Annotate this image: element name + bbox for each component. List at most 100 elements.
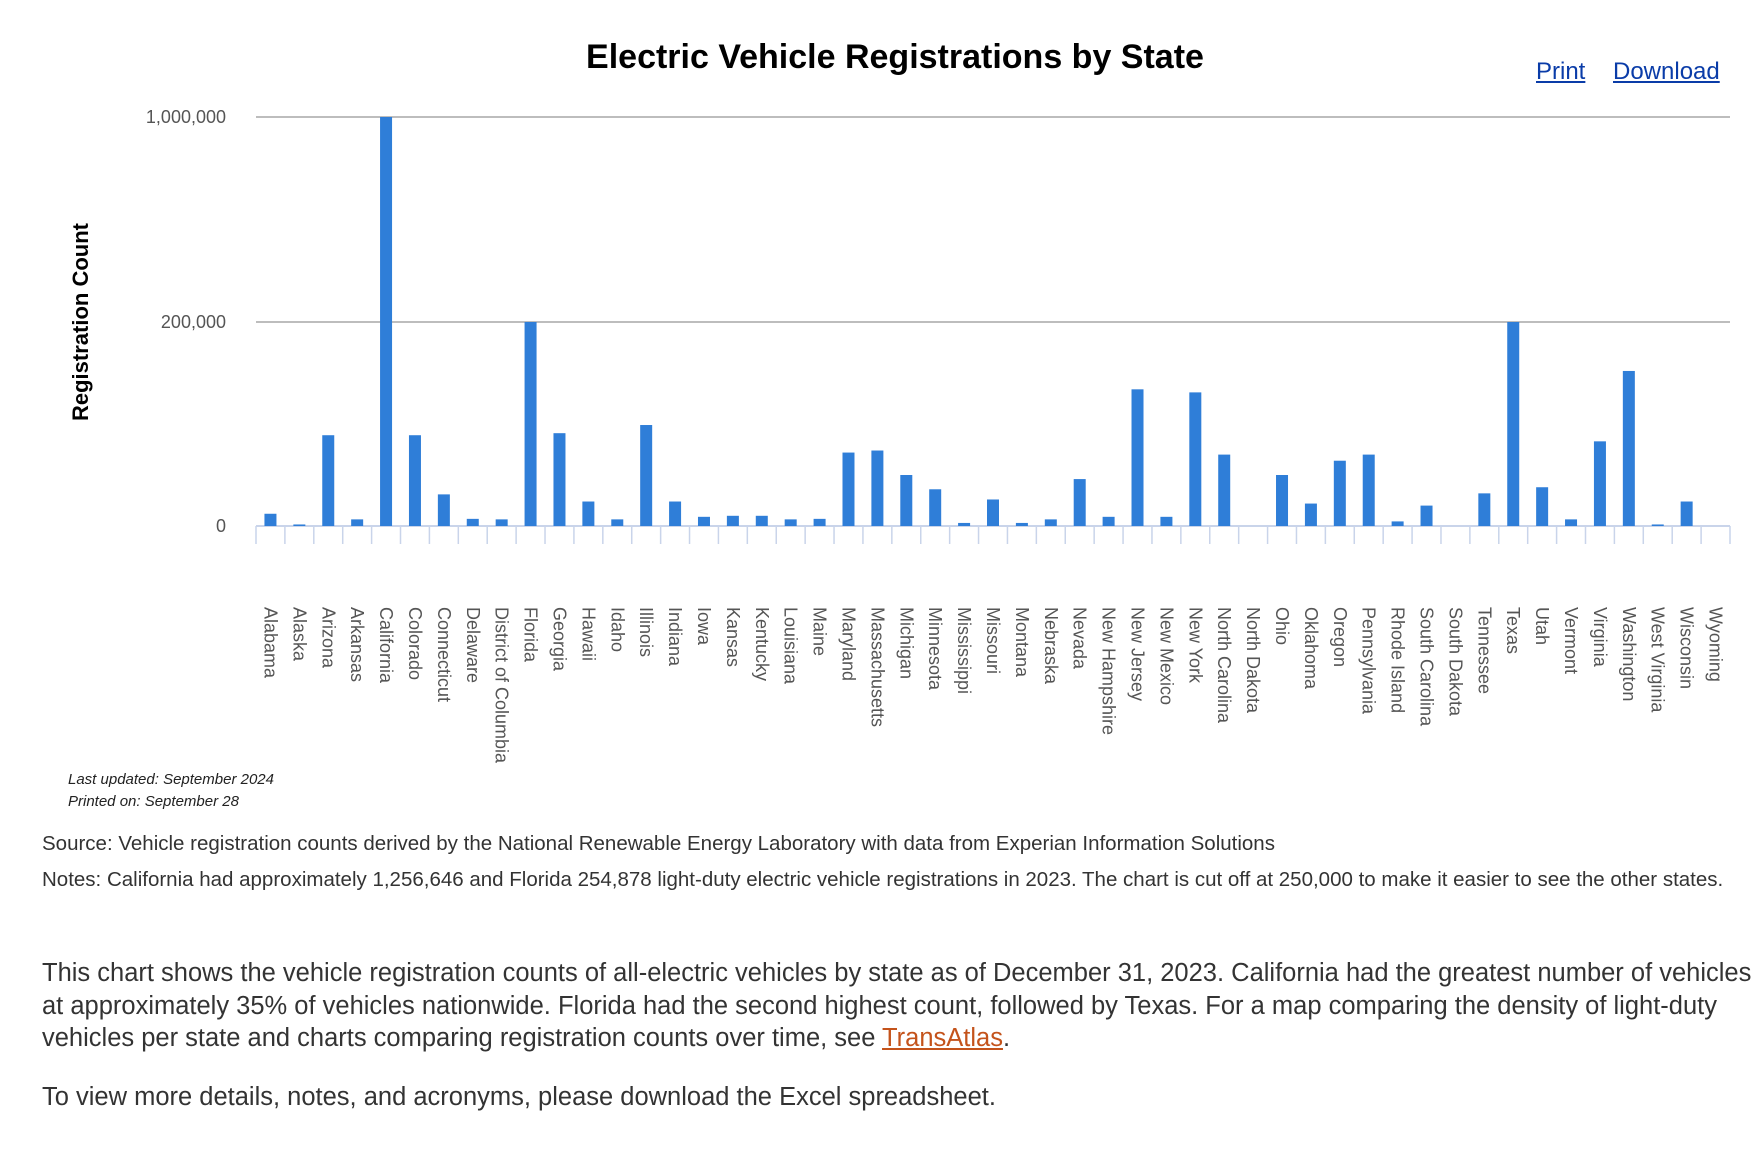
bar-kentucky — [755, 515, 768, 526]
printed-on: Printed on: September 28 — [68, 793, 239, 810]
bars — [264, 117, 1693, 526]
x-tick-label: Oklahoma — [1301, 607, 1321, 690]
bar-illinois — [640, 425, 653, 526]
bar-washington — [1622, 370, 1635, 526]
x-tick-label: North Dakota — [1243, 607, 1263, 714]
chart-title: Electric Vehicle Registrations by State — [586, 38, 1204, 76]
bar-delaware — [466, 518, 479, 526]
x-tick-label: Kansas — [723, 607, 743, 667]
x-tick-label: District of Columbia — [492, 607, 512, 764]
x-tick-label: Missouri — [983, 607, 1003, 674]
x-tick-label: Hawaii — [578, 607, 598, 661]
description-end: . — [1002, 1024, 1011, 1052]
y-axis-ticks: 0 200,000 1,000,000 — [146, 107, 226, 536]
x-tick-label: New York — [1185, 607, 1205, 684]
x-tick-label: Nevada — [1070, 607, 1090, 670]
notes: Notes: California had approximately 1,25… — [42, 868, 1724, 891]
x-tick-label: Ohio — [1272, 607, 1292, 645]
x-tick-label: California — [376, 607, 396, 684]
bar-indiana — [669, 501, 682, 526]
bar-hawaii — [582, 501, 595, 526]
x-tick-label: Vermont — [1561, 607, 1581, 674]
x-tick-label: Maine — [810, 607, 830, 656]
bar-texas — [1507, 322, 1520, 526]
bar-west-virginia — [1651, 524, 1664, 526]
bar-nebraska — [1044, 519, 1057, 526]
bar-idaho — [611, 519, 624, 526]
bar-minnesota — [929, 489, 942, 526]
bar-nevada — [1073, 479, 1086, 526]
x-axis-labels: Alabama Alaska Arizona Arkansas California Co… — [260, 607, 1725, 764]
bar-new-hampshire — [1102, 516, 1115, 526]
x-tick-label: Iowa — [694, 607, 714, 646]
x-tick-label: Louisiana — [781, 607, 801, 685]
bar-connecticut — [437, 494, 450, 526]
bar-california — [380, 117, 393, 526]
spreadsheet-note: To view more details, notes, and acronym… — [42, 1083, 996, 1111]
print-link[interactable]: Print — [1536, 58, 1586, 85]
x-tick-label: Colorado — [405, 607, 425, 680]
bar-oklahoma — [1304, 503, 1317, 526]
x-tick-label: Maryland — [838, 607, 858, 681]
bar-district-of-columbia — [495, 519, 508, 526]
y-tick-label: 1,000,000 — [146, 107, 226, 127]
x-tick-label: Minnesota — [925, 607, 945, 691]
source-note: Source: Vehicle registration counts deri… — [42, 832, 1275, 855]
bar-massachusetts — [871, 450, 884, 526]
bar-tennessee — [1478, 493, 1491, 526]
bar-georgia — [553, 433, 566, 526]
x-tick-label: Mississippi — [954, 607, 974, 694]
x-tick-label: Illinois — [636, 607, 656, 657]
x-tick-label: Kentucky — [752, 607, 772, 681]
bar-utah — [1536, 487, 1549, 526]
bar-arkansas — [351, 519, 364, 526]
bar-iowa — [697, 516, 710, 526]
bar-south-carolina — [1420, 505, 1433, 526]
bar-michigan — [900, 475, 913, 526]
x-tick-label: New Mexico — [1156, 607, 1176, 705]
x-tick-label: Washington — [1619, 607, 1639, 701]
x-tick-label: Pennsylvania — [1359, 607, 1379, 715]
x-tick-label: Rhode Island — [1388, 607, 1408, 713]
x-tick-label: Montana — [1012, 607, 1032, 678]
last-updated: Last updated: September 2024 — [68, 771, 274, 788]
bar-alaska — [293, 524, 306, 526]
x-tick-label: Tennessee — [1474, 607, 1494, 694]
bar-maine — [813, 518, 826, 526]
bar-mississippi — [958, 522, 971, 526]
x-tick-label: Connecticut — [434, 607, 454, 702]
x-tick-label: Alabama — [260, 607, 280, 679]
bar-north-carolina — [1218, 454, 1231, 526]
bar-virginia — [1593, 441, 1606, 526]
description-text: This chart shows the vehicle registratio… — [42, 959, 1752, 1052]
x-tick-label: North Carolina — [1214, 607, 1234, 724]
x-tick-label: Nebraska — [1041, 607, 1061, 685]
bar-new-jersey — [1131, 389, 1144, 526]
description-paragraph: This chart shows the vehicle registratio… — [42, 957, 1754, 1055]
y-axis-title: Registration Count — [68, 222, 93, 421]
bar-chart: 0 200,000 1,000,000 Alabama Alaska Arizona Ar… — [68, 107, 1731, 764]
y-tick-label: 0 — [216, 516, 226, 536]
x-tick-label: Texas — [1503, 607, 1523, 654]
bar-ohio — [1276, 475, 1289, 526]
x-tick-label: Wisconsin — [1677, 607, 1697, 689]
bar-colorado — [408, 435, 421, 526]
bar-new-mexico — [1160, 516, 1173, 526]
x-tick-label: Georgia — [549, 607, 569, 672]
x-tick-label: Wyoming — [1706, 607, 1726, 682]
x-tick-label: Oregon — [1330, 607, 1350, 667]
x-tick-label: Idaho — [607, 607, 627, 652]
x-tick-label: West Virginia — [1648, 607, 1668, 713]
x-tick-label: Michigan — [896, 607, 916, 679]
bar-florida — [524, 322, 537, 526]
transatlas-link[interactable]: TransAtlas — [882, 1024, 1003, 1052]
bar-oregon — [1333, 460, 1346, 526]
x-tick-label: South Dakota — [1445, 607, 1465, 717]
bar-wisconsin — [1680, 501, 1693, 526]
x-tick-label: Delaware — [463, 607, 483, 683]
download-link[interactable]: Download — [1613, 58, 1720, 85]
bar-rhode-island — [1391, 521, 1404, 526]
bar-new-york — [1189, 392, 1202, 526]
x-tick-label: New Jersey — [1128, 607, 1148, 701]
x-tick-label: Indiana — [665, 607, 685, 667]
